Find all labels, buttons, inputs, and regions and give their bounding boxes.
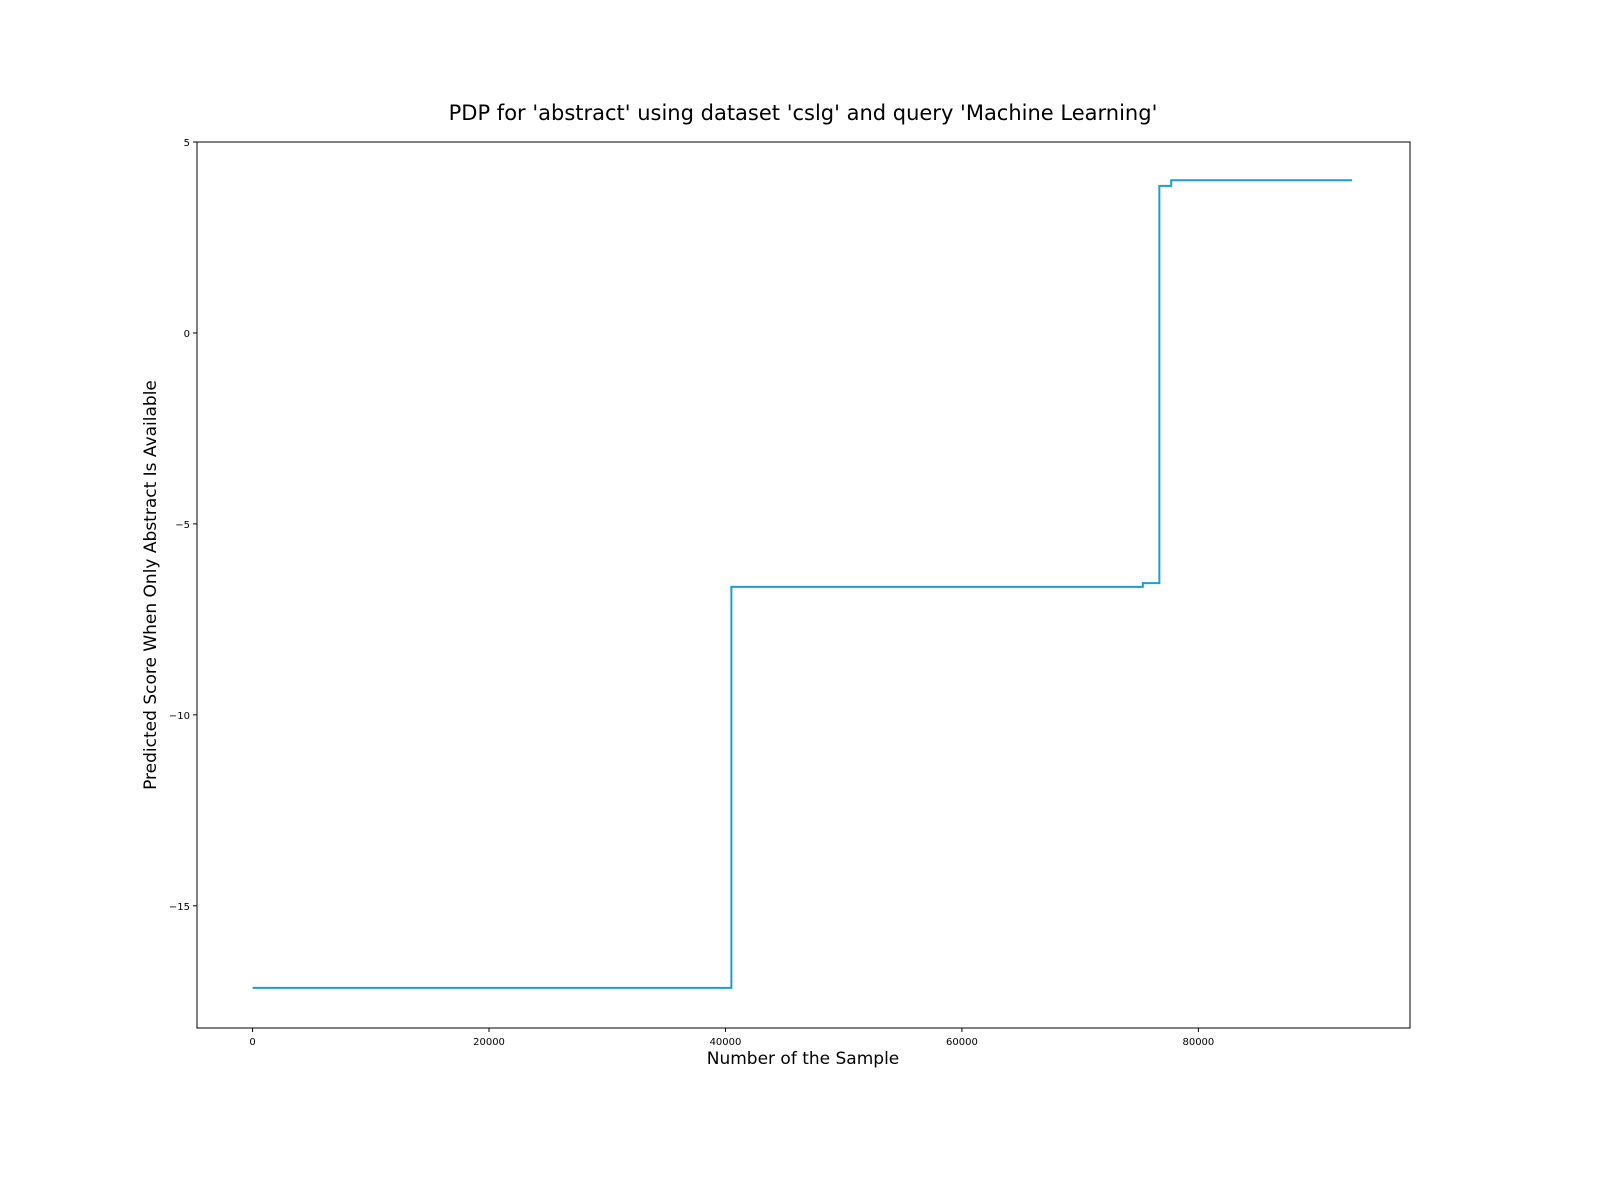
chart-title: PDP for 'abstract' using dataset 'cslg' …	[449, 101, 1158, 125]
x-tick-label: 80000	[1182, 1037, 1214, 1048]
y-tick-label: −15	[169, 902, 190, 913]
x-axis: 0 20000 40000 60000 80000	[249, 1028, 1214, 1048]
y-axis-title: Predicted Score When Only Abstract Is Av…	[141, 380, 161, 790]
series-line-0	[252, 179, 1353, 989]
x-tick-label: 0	[249, 1037, 255, 1048]
x-tick-label: 60000	[946, 1037, 978, 1048]
x-tick-label: 20000	[473, 1037, 505, 1048]
y-axis: 5 0 −5 −10 −15	[169, 138, 197, 913]
x-axis-title: Number of the Sample	[707, 1049, 900, 1069]
axes-frame	[196, 141, 1411, 1029]
y-tick-label: −10	[169, 711, 190, 722]
plot-area	[252, 179, 1353, 989]
x-tick-label: 40000	[710, 1037, 742, 1048]
y-tick-label: 0	[184, 329, 190, 340]
y-tick-label: 5	[184, 138, 190, 149]
y-tick-label: −5	[175, 520, 190, 531]
